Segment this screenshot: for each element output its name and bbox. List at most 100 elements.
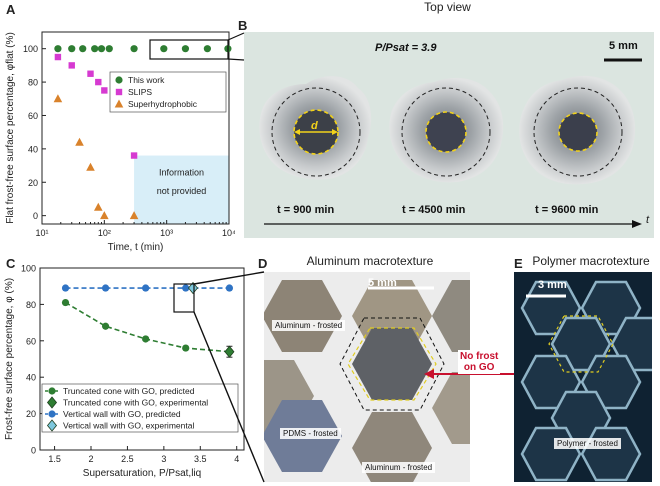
time-label-900: t = 900 min — [277, 204, 335, 216]
chart-c-point-2 — [182, 284, 190, 292]
callout-a-b — [149, 32, 245, 61]
chart-a-xtick-label: 10² — [98, 228, 111, 238]
chart-c-ylabel: Frost-free surface percentage, φ (%) — [4, 278, 15, 440]
chart-c-xtick-label: 2 — [88, 454, 93, 464]
time-axis-arrow — [632, 220, 642, 228]
chart-c-point-0 — [142, 335, 150, 343]
chart-c-legend-label: Truncated cone with GO, experimental — [63, 398, 208, 408]
chart-c-xtick-label: 4 — [234, 454, 239, 464]
chart-c-ytick-label: 60 — [26, 336, 36, 346]
chart-c: 0 20 40 60 80 100 1.5 2 2.5 3 3.5 4 Truncated cone w… — [4, 264, 245, 479]
panel-b-title: Top view — [424, 0, 471, 14]
chart-a-point-2 — [100, 211, 109, 220]
chart-a-point-2 — [86, 162, 95, 171]
chart-a-legend-marker — [115, 88, 123, 96]
chart-a-point-2 — [129, 211, 139, 220]
chart-c-point-2 — [225, 284, 234, 292]
panel-b-letter: B — [238, 18, 248, 33]
panel-b-scale-label: 5 mm — [609, 40, 638, 52]
chart-c-ytick-label: 100 — [21, 264, 36, 274]
photo-label-aluminum-bottom: Aluminum - frosted — [362, 462, 436, 473]
chart-a-point-0 — [79, 45, 87, 53]
chart-a-point-0 — [54, 45, 62, 53]
info-region — [134, 155, 229, 224]
chart-a-xtick-label: 10⁴ — [222, 228, 235, 238]
chart-a-frame — [41, 31, 230, 225]
time-label-9600: t = 9600 min — [535, 204, 599, 216]
chart-c-ytick-label: 40 — [26, 373, 36, 383]
chart-a-legend-marker — [114, 99, 124, 108]
info-text-1: Information — [159, 168, 204, 178]
chart-a-legend-label: SLIPS — [128, 87, 152, 97]
chart-c-ytick-label: 0 — [31, 446, 36, 456]
chart-c-ytick-label: 20 — [26, 409, 36, 419]
chart-a-xlabel: Time, t (min) — [108, 242, 164, 253]
chart-a-point-0 — [68, 45, 76, 53]
chart-a-point-0 — [181, 45, 190, 53]
chart-c-point-2 — [101, 284, 110, 292]
chart-a-point-1 — [130, 152, 138, 159]
chart-c-xtick-label: 3.5 — [194, 454, 207, 464]
chart-a-point-0 — [130, 45, 138, 53]
chart-c-legend-marker — [46, 396, 58, 409]
panel-d-letter: D — [258, 256, 268, 271]
chart-a-point-1 — [68, 62, 75, 69]
chart-a-ytick-label: 0 — [33, 211, 38, 221]
panel-e-title: Polymer macrotexture — [532, 254, 650, 268]
chart-a-ylabel: Flat frost-free surface percentage, φfla… — [5, 32, 16, 224]
panel-b-drawing — [259, 58, 642, 228]
chart-a-ytick-label: 40 — [28, 144, 38, 154]
no-frost-label: No frost on GO — [458, 350, 501, 374]
photo-label-pdms: PDMS - frosted — [280, 428, 341, 439]
photo-label-polymer: Polymer - frosted — [554, 438, 621, 449]
chart-c-legend-marker — [46, 419, 58, 432]
diameter-label: d — [311, 120, 318, 132]
time-label-4500: t = 4500 min — [402, 204, 466, 216]
chart-c-legend — [41, 383, 239, 433]
chart-a-point-2 — [75, 137, 84, 146]
chart-c-point-0 — [182, 344, 190, 352]
chart-a-point-0 — [91, 45, 99, 53]
chart-c-xlabel: Supersaturation, P/Psat,liq — [83, 468, 201, 479]
chart-c-xtick-label: 1.5 — [48, 454, 61, 464]
chart-c-legend-label: Truncated cone with GO, predicted — [63, 386, 195, 396]
info-text-2: not provided — [157, 186, 207, 196]
panel-e-letter: E — [514, 256, 523, 271]
panel-d-scale-label: 5 mm — [368, 277, 397, 289]
chart-a-xtick-label: 10¹ — [35, 228, 48, 238]
frost-halo-900 — [259, 76, 372, 180]
chart-a-ytick-label: 20 — [28, 178, 38, 188]
chart-a-ytick-label: 100 — [23, 44, 38, 54]
no-frost-line-1: No frost — [460, 351, 499, 362]
callout-c-d — [173, 271, 265, 483]
chart-a-legend-label: Superhydrophobic — [128, 99, 198, 109]
frost-halo-4500 — [389, 77, 504, 183]
chart-c-legend-label: Vertical wall with GO, predicted — [63, 409, 181, 419]
chart-c-legend-marker — [48, 410, 56, 418]
chart-a-point-0 — [105, 45, 113, 53]
chart-a-legend — [109, 71, 227, 113]
chart-a-point-2 — [93, 202, 103, 211]
chart-a-point-0 — [203, 45, 211, 53]
chart-a-ytick-label: 80 — [28, 78, 38, 88]
chart-a-point-1 — [87, 70, 94, 77]
chart-c-legend-marker — [48, 387, 56, 395]
time-axis-label: t — [646, 214, 650, 226]
panel-e-scale-label: 3 mm — [538, 279, 567, 291]
chart-c-point-0 — [61, 298, 70, 307]
chart-a-point-2 — [53, 94, 63, 103]
chart-a-legend-label: This work — [128, 75, 165, 85]
chart-a-point-0 — [97, 45, 106, 53]
panel-b-ratio: P/Psat = 3.9 — [375, 42, 437, 54]
chart-c-point-3 — [187, 281, 199, 295]
chart-c-point-2 — [142, 284, 150, 292]
panel-c-letter: C — [6, 256, 16, 271]
chart-c-legend-label: Vertical wall with GO, experimental — [63, 421, 194, 431]
frost-halo-9600 — [519, 75, 636, 185]
chart-c-frame — [39, 267, 245, 451]
chart-a-xtick-label: 10³ — [160, 228, 173, 238]
panel-e-photo — [514, 272, 652, 482]
chart-a-point-1 — [54, 53, 62, 61]
chart-a-ytick-label: 60 — [28, 111, 38, 121]
chart-c-point-0 — [101, 322, 110, 330]
